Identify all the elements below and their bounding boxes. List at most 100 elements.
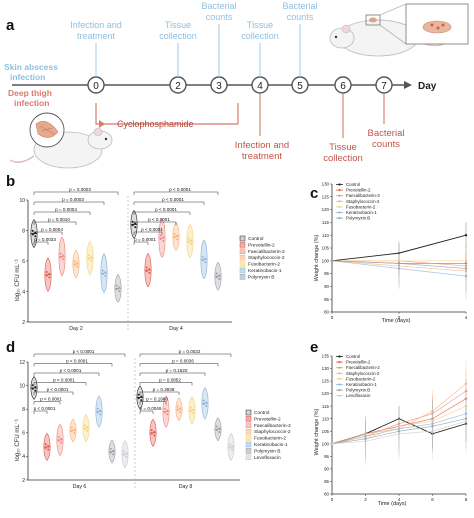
panel-letter-c: c <box>310 185 318 202</box>
legend-label-6: Polymyxin B <box>346 388 370 393</box>
point-1-4-1 <box>192 408 195 411</box>
legend-marker-5 <box>338 211 341 214</box>
pvalue-bracket-0-1 <box>33 201 105 205</box>
pvalue-label-1-2: p = 0.1520 <box>166 368 188 373</box>
y-tick-label-6: 6 <box>22 259 25 265</box>
top-label-2-line2: collection <box>159 31 197 41</box>
point-1-1-0 <box>145 266 148 269</box>
legend-label-5: Keratinobacin-1 <box>346 382 377 387</box>
point-1-5-2 <box>201 259 204 262</box>
point-1-3-2 <box>173 236 176 239</box>
pvalue-bracket-0-4 <box>33 231 63 235</box>
panel-d-chart: 2 4 6 8 10 12 p < 0.0001 p < 0.0001 p < 0.0001 p … <box>19 349 291 490</box>
series-point-7-4 <box>464 420 468 423</box>
point-1-2-1 <box>162 236 165 239</box>
x-tick-label-8: 8 <box>465 497 468 502</box>
y-tick-label-90: 90 <box>324 284 329 289</box>
point-0-6-1 <box>112 449 115 452</box>
group-label-0: Day 6 <box>73 484 87 490</box>
point-0-2-1 <box>60 437 63 440</box>
pvalue-label-1-0: p = 0.0032 <box>179 349 201 354</box>
x-tick-label-2: 2 <box>364 497 367 502</box>
pvalue-label-0-5: p = 0.0033 <box>34 237 56 242</box>
point-0-7-3 <box>125 455 128 458</box>
series-point-7-0 <box>330 442 334 446</box>
legend-marker-4 <box>338 377 341 380</box>
point-1-3-0 <box>173 232 176 235</box>
point-1-1-1 <box>148 268 151 271</box>
point-0-1-2 <box>45 274 48 277</box>
point-1-4-2 <box>187 241 190 244</box>
point-1-3-1 <box>179 407 182 410</box>
legend-label-6: Polymyxin B <box>248 274 274 280</box>
node-7-label: 7 <box>381 81 387 92</box>
point-1-1-3 <box>148 271 151 274</box>
y-tick-label-100: 100 <box>322 441 330 446</box>
point-1-6-2 <box>215 429 218 432</box>
pvalue-bracket-0-0 <box>33 353 126 357</box>
top-label-5-line1: Bacterial <box>282 1 317 11</box>
point-1-0-2 <box>137 397 140 400</box>
pvalue-bracket-0-0 <box>33 191 119 195</box>
y-tick-label-10: 10 <box>19 198 25 204</box>
panel-b-chart: 2 4 6 8 10 p = 0.0003 p = 0.0003 p = 0.0004 p = … <box>19 187 285 332</box>
point-0-4-1 <box>86 426 89 429</box>
point-1-0-3 <box>140 399 143 402</box>
legend-label-3: Staphylococcin-2 <box>346 199 380 204</box>
y-tick-label-2: 2 <box>22 320 25 326</box>
point-0-5-0 <box>96 407 99 410</box>
pvalue-label-0-3: p < 0.0001 <box>53 377 75 382</box>
point-1-3-0 <box>176 405 179 408</box>
node-4: 4 <box>251 76 269 94</box>
legend-label-0: Control <box>346 182 360 187</box>
top-label-0-line1: Infection and <box>70 20 122 30</box>
pvalue-label-1-3: p < 0.0001 <box>148 217 170 222</box>
point-0-6-0 <box>109 447 112 450</box>
y-tick-label-80: 80 <box>324 492 329 497</box>
point-0-5-3 <box>99 413 102 416</box>
point-0-2-0 <box>59 252 62 255</box>
point-0-5-2 <box>101 273 104 276</box>
point-1-4-0 <box>187 237 190 240</box>
point-1-7-3 <box>231 448 234 451</box>
y-tick-label-110: 110 <box>322 233 330 238</box>
legend-swatch-4 <box>245 435 252 441</box>
point-1-5-1 <box>204 257 207 260</box>
y-tick-label-105: 105 <box>322 246 330 251</box>
point-0-4-2 <box>83 427 86 430</box>
pvalue-label-1-5: p = 0.1986 <box>146 396 168 401</box>
legend-marker-6 <box>338 217 341 220</box>
point-0-4-0 <box>83 424 86 427</box>
point-0-3-1 <box>73 428 76 431</box>
group-label-1: Day 4 <box>169 326 183 332</box>
point-1-1-2 <box>150 432 153 435</box>
point-1-0-2 <box>131 224 134 227</box>
group-label-1: Day 8 <box>179 484 193 490</box>
y-tick-label-125: 125 <box>322 379 330 384</box>
point-0-2-0 <box>57 436 60 439</box>
point-0-4-3 <box>86 429 89 432</box>
skin-infection-label-2: infection <box>10 72 45 82</box>
legend-label-3: Staphylococcin-2 <box>346 371 380 376</box>
point-1-1-3 <box>153 434 156 437</box>
pvalue-bracket-0-1 <box>33 363 113 367</box>
point-1-7-0 <box>228 443 231 446</box>
point-1-5-3 <box>204 261 207 264</box>
pvalue-label-0-0: p < 0.0001 <box>73 349 95 354</box>
pvalue-bracket-1-2 <box>133 211 191 215</box>
deep-infection-label-2: infection <box>14 98 49 108</box>
pvalue-label-1-1: p < 0.0001 <box>162 197 184 202</box>
cyclophosphamide-label: Cyclophosphamide <box>117 119 194 129</box>
pvalue-label-0-2: p < 0.0001 <box>60 368 82 373</box>
top-label-4-line1: Tissue <box>247 20 273 30</box>
timeline-day-label: Day <box>418 81 437 92</box>
legend-label-6: Polymyxin B <box>346 216 370 221</box>
point-1-3-3 <box>176 238 179 241</box>
y-tick-label-95: 95 <box>324 454 329 459</box>
y-tick-label-125: 125 <box>322 194 330 199</box>
legend-label-2: Faecalibacterin-2 <box>346 365 380 370</box>
pvalue-label-0-1: p = 0.0003 <box>62 197 84 202</box>
legend-swatch-2 <box>239 248 246 255</box>
point-0-1-1 <box>48 272 51 275</box>
legend-marker-2 <box>338 194 341 197</box>
